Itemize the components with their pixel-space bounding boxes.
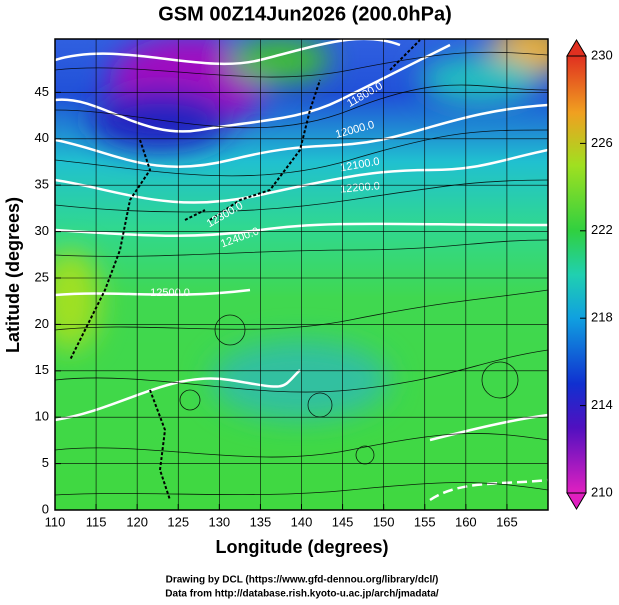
- colorbar-tick-label: 230: [591, 47, 613, 62]
- field: [55, 39, 548, 510]
- y-tick-label: 45: [35, 84, 49, 99]
- y-tick-label: 15: [35, 362, 49, 377]
- x-tick-label: 145: [332, 514, 354, 529]
- x-tick-label: 130: [208, 514, 230, 529]
- y-tick-label: 5: [42, 455, 49, 470]
- colorbar: [566, 55, 587, 494]
- y-tick-label: 20: [35, 316, 49, 331]
- x-tick-label: 160: [455, 514, 477, 529]
- contours: [55, 39, 548, 502]
- colorbar-tick-label: 214: [591, 397, 613, 412]
- colorbar-tick-label: 222: [591, 222, 613, 237]
- colorbar-min-arrow: [566, 492, 587, 510]
- colorbar-max-arrow: [566, 39, 587, 57]
- y-tick-label: 35: [35, 177, 49, 192]
- x-tick-label: 150: [373, 514, 395, 529]
- x-tick-label: 110: [45, 514, 66, 529]
- y-tick-label: 40: [35, 130, 49, 145]
- x-tick-label: 140: [291, 514, 313, 529]
- colorbar-tick-label: 210: [591, 484, 613, 499]
- y-axis-label: Latitude (degrees): [3, 197, 23, 353]
- chart-title: GSM 00Z14Jun2026 (200.0hPa): [158, 3, 451, 25]
- y-tick-label: 30: [35, 223, 49, 238]
- y-tick-label: 25: [35, 269, 49, 284]
- x-tick-label: 165: [496, 514, 518, 529]
- y-tick-label: 0: [42, 501, 49, 516]
- coastlines: [69, 39, 421, 501]
- x-tick-label: 125: [167, 514, 189, 529]
- x-tick-label: 120: [126, 514, 148, 529]
- contour-label: 12200.0: [340, 180, 381, 195]
- x-tick-label: 155: [414, 514, 436, 529]
- y-tick-label: 10: [35, 409, 49, 424]
- contour-label: 12500.0: [150, 287, 190, 299]
- colorbar-tick-label: 226: [591, 135, 613, 150]
- x-axis-label: Longitude (degrees): [215, 537, 388, 557]
- plot-frame: [54, 38, 549, 511]
- colorbar-tick-label: 218: [591, 310, 613, 325]
- x-tick-label: 135: [250, 514, 272, 529]
- credit: Drawing by DCL (https://www.gfd-dennou.o…: [166, 575, 439, 586]
- x-tick-label: 115: [86, 514, 107, 529]
- streamlines: [55, 51, 548, 496]
- credit: Data from http://database.rish.kyoto-u.a…: [165, 589, 439, 600]
